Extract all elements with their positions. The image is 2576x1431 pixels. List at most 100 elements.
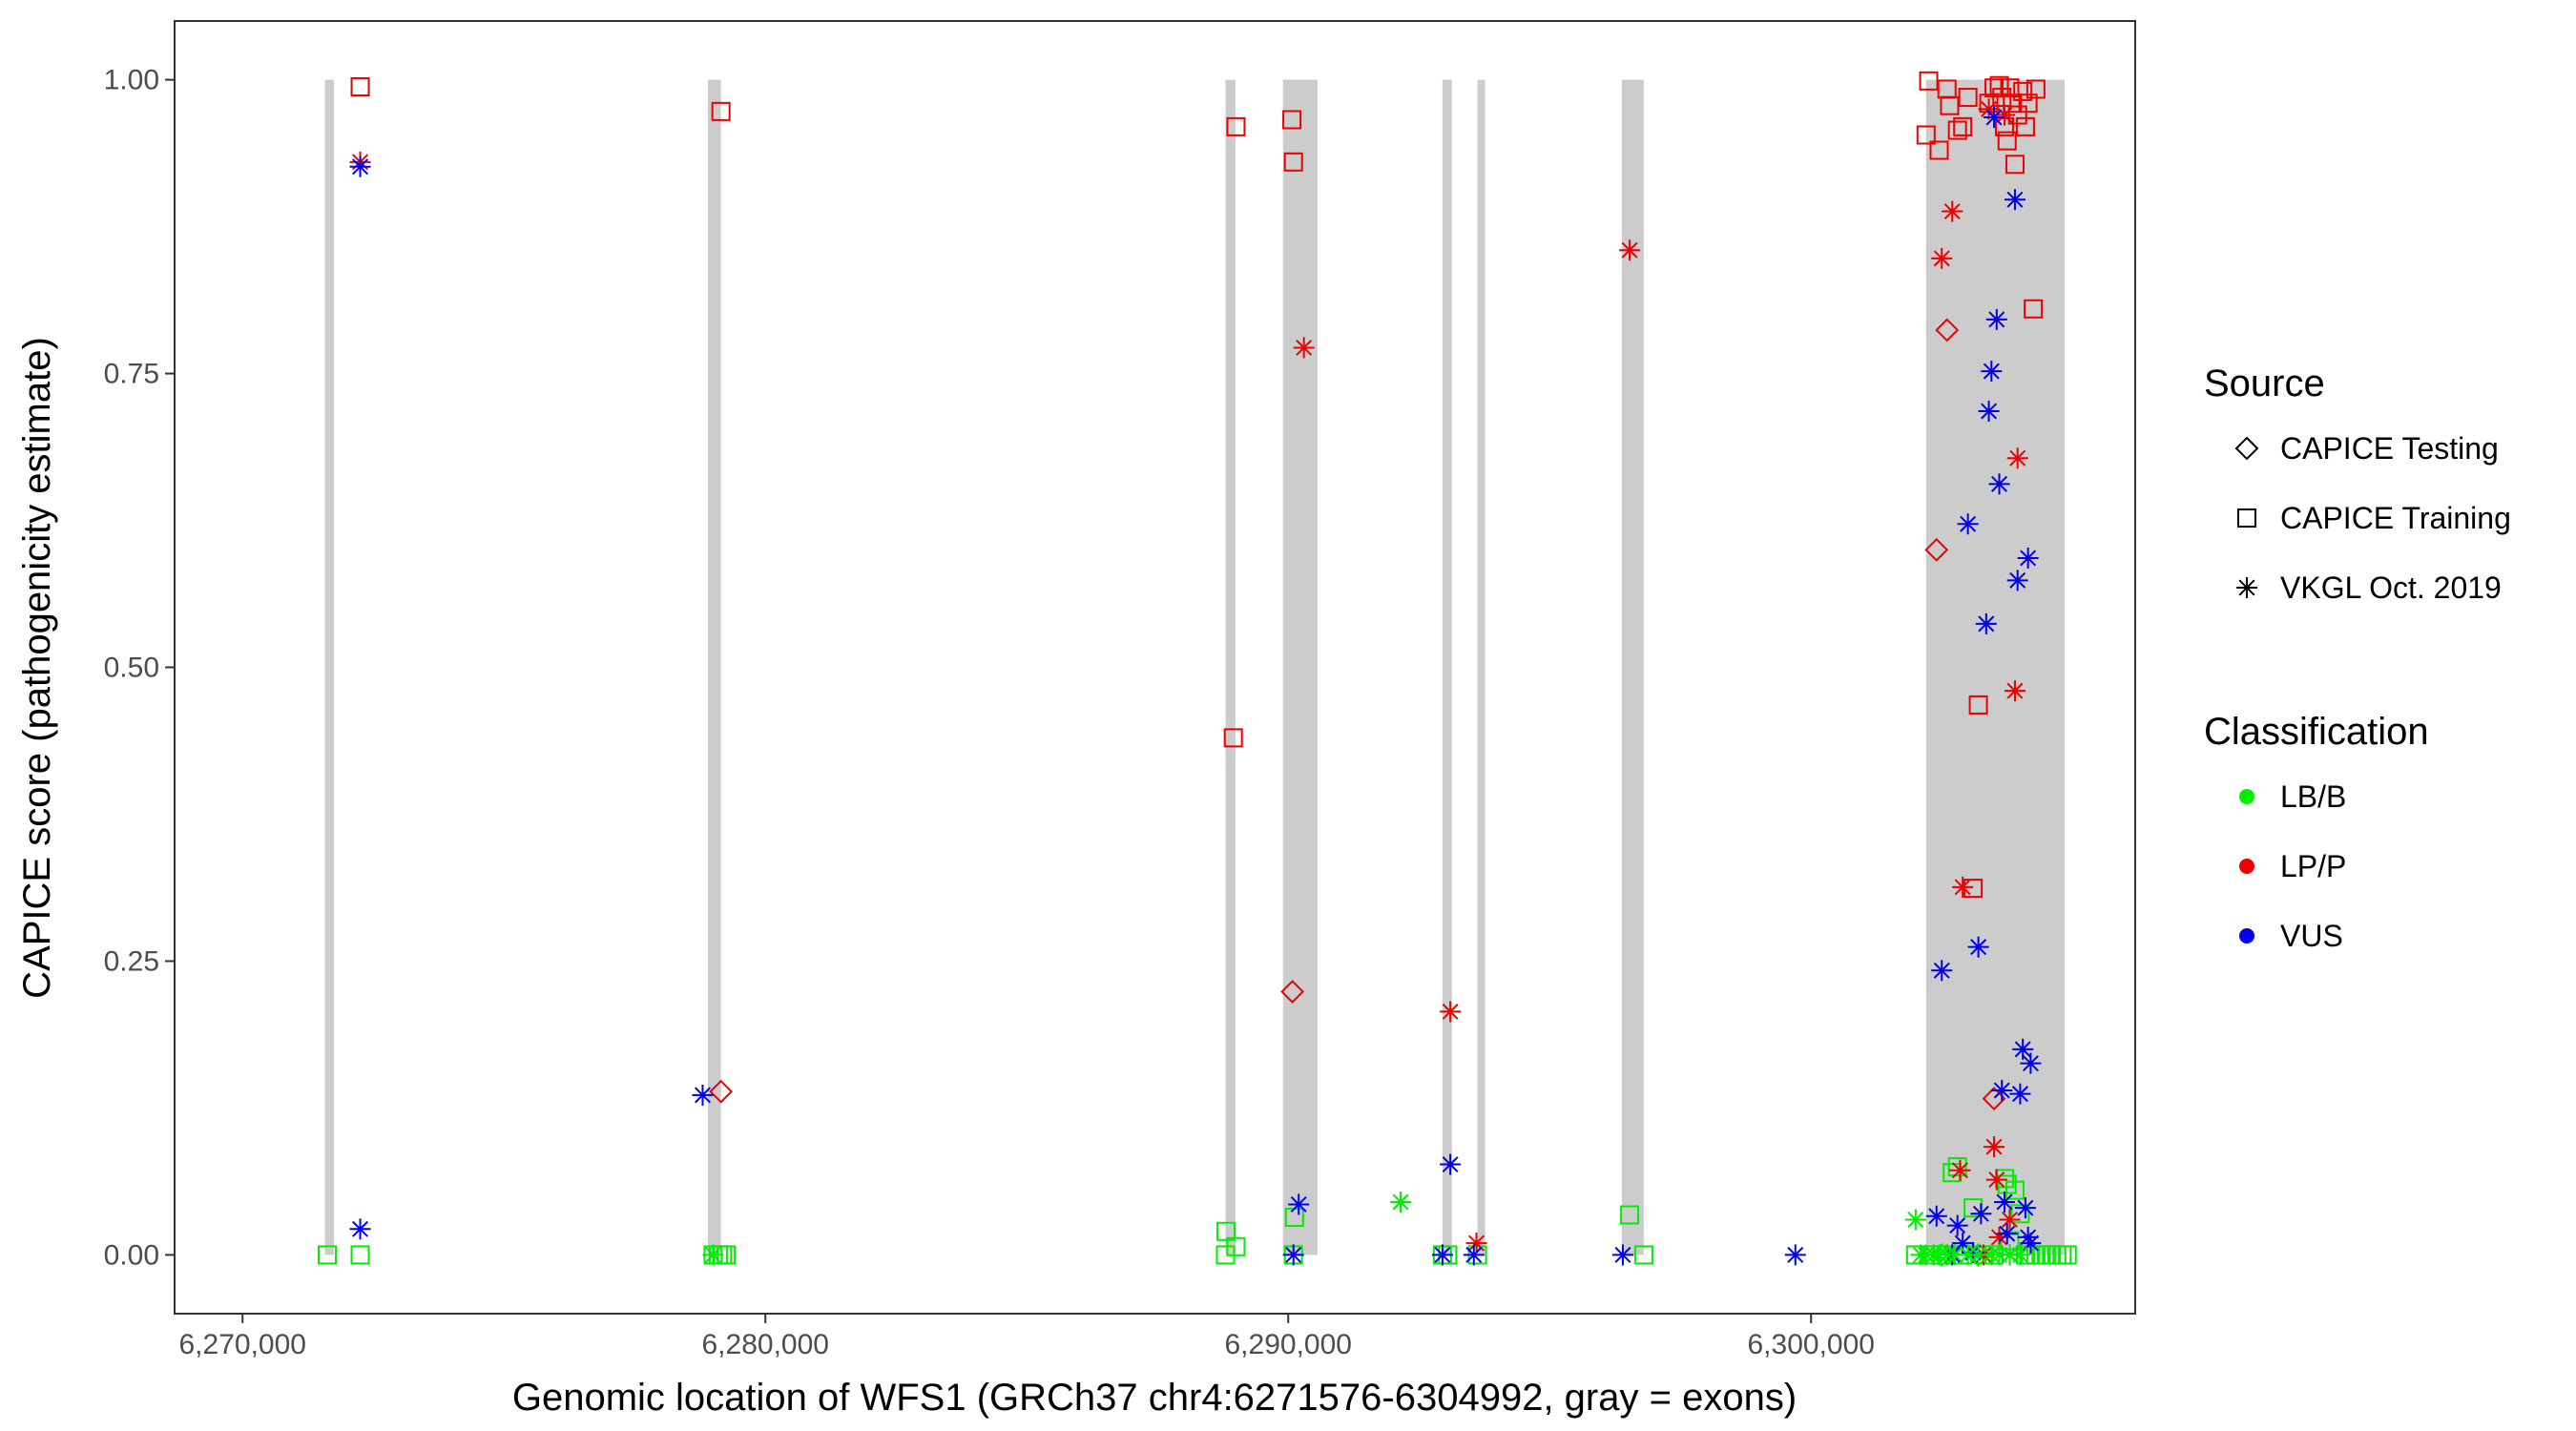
legend-source-key <box>2237 508 2256 528</box>
x-tick-label: 6,270,000 <box>179 1329 306 1360</box>
data-point <box>1967 936 1989 958</box>
data-point <box>1904 1209 1926 1231</box>
data-point <box>709 1079 734 1104</box>
data-point <box>1226 116 1246 136</box>
data-point <box>1984 107 2005 129</box>
data-point <box>2020 1052 2042 1074</box>
data-point <box>2006 447 2028 469</box>
y-tick-label: 0.00 <box>104 1239 159 1271</box>
legend-source-key <box>2234 436 2259 461</box>
x-axis-title: Genomic location of WFS1 (GRCh37 chr4:62… <box>512 1377 1797 1419</box>
exon-band <box>1477 79 1485 1255</box>
data-point <box>2017 547 2039 569</box>
data-point <box>1946 1214 1968 1236</box>
data-point <box>2004 680 2025 702</box>
legend: Source Classification CAPICE Testing CAPI… <box>2204 363 2511 953</box>
data-point <box>1985 1169 2007 1191</box>
legend-class-key <box>2239 859 2254 874</box>
data-point <box>1929 140 1949 160</box>
data-point <box>1633 1245 1653 1265</box>
data-point <box>1620 1205 1640 1225</box>
data-point <box>711 101 731 121</box>
data-point <box>1463 1244 1485 1266</box>
data-point <box>1440 1001 1462 1023</box>
data-point <box>1942 200 1963 222</box>
data-point <box>2025 79 2046 99</box>
exon-band <box>1225 79 1236 1255</box>
data-point <box>1991 1079 2013 1101</box>
data-point <box>2009 1083 2031 1105</box>
y-axis-title: CAPICE score (pathogenicity estimate) <box>16 337 58 999</box>
data-point <box>1226 1236 1246 1256</box>
data-point <box>2005 1180 2025 1200</box>
legend-class-key <box>2239 789 2254 804</box>
data-point <box>1947 1157 1967 1177</box>
data-point <box>1999 1209 2021 1231</box>
data-point <box>1940 95 1960 115</box>
data-point <box>1293 337 1315 359</box>
data-point <box>1994 104 2015 126</box>
legend-source-label: CAPICE Training <box>2280 501 2511 535</box>
x-tick-label: 6,290,000 <box>1225 1329 1352 1360</box>
data-point <box>1931 960 1953 982</box>
x-tick-label: 6,280,000 <box>702 1329 829 1360</box>
data-points <box>318 71 2077 1267</box>
data-point <box>1282 110 1302 130</box>
data-point <box>2012 1038 2034 1060</box>
data-point <box>1968 695 1988 715</box>
data-point <box>1957 513 1979 535</box>
data-point <box>2000 78 2020 98</box>
exon-band <box>1621 79 1644 1255</box>
data-point <box>2010 1204 2030 1224</box>
data-point <box>2024 299 2044 319</box>
data-point <box>1984 1136 2005 1158</box>
data-point <box>1924 537 1949 562</box>
data-point <box>1223 728 1243 748</box>
data-point <box>2057 1245 2077 1265</box>
data-point <box>349 156 371 177</box>
data-point <box>2009 1244 2031 1266</box>
data-point <box>1978 400 2000 422</box>
data-point <box>1985 308 2007 330</box>
data-point <box>1784 1244 1806 1266</box>
exon-band <box>707 79 721 1255</box>
data-point <box>692 1084 714 1106</box>
data-point <box>1440 1153 1462 1175</box>
exon-band <box>1282 79 1318 1255</box>
data-point <box>2005 155 2025 175</box>
data-point <box>349 1218 371 1240</box>
legend-class-label: LP/P <box>2280 849 2346 883</box>
data-point <box>1282 1244 1304 1266</box>
data-point <box>1216 1221 1236 1241</box>
data-point <box>2015 116 2035 136</box>
exon-band <box>1925 79 2066 1255</box>
data-point <box>1919 71 1939 91</box>
legend-classification-title: Classification <box>2204 711 2429 753</box>
data-point <box>2013 81 2033 101</box>
data-point <box>1947 120 1967 140</box>
data-point <box>1619 239 1641 261</box>
data-point <box>1970 1203 1992 1225</box>
data-point <box>2003 93 2023 114</box>
data-point <box>1949 1159 1971 1181</box>
data-point <box>1611 1244 1633 1266</box>
exon-band <box>324 79 335 1255</box>
y-axis: 0.00 0.25 0.50 0.75 1.00 <box>104 65 175 1271</box>
data-point <box>1952 876 1974 898</box>
data-point <box>1431 1244 1453 1266</box>
data-point <box>1925 1205 1947 1227</box>
data-point <box>2004 189 2025 211</box>
exon-bands <box>324 79 2066 1255</box>
y-tick-label: 0.50 <box>104 653 159 684</box>
legend-source-label: CAPICE Testing <box>2280 431 2499 466</box>
data-point <box>1283 152 1303 172</box>
data-point <box>1280 980 1305 1004</box>
x-axis: 6,270,000 6,280,000 6,290,000 6,300,000 <box>179 1314 1875 1360</box>
data-point <box>1935 318 1960 342</box>
data-point <box>1988 473 2010 495</box>
y-tick-label: 0.75 <box>104 359 159 390</box>
data-point <box>1390 1191 1412 1213</box>
data-point <box>1288 1193 1310 1215</box>
data-point <box>1916 125 1936 145</box>
